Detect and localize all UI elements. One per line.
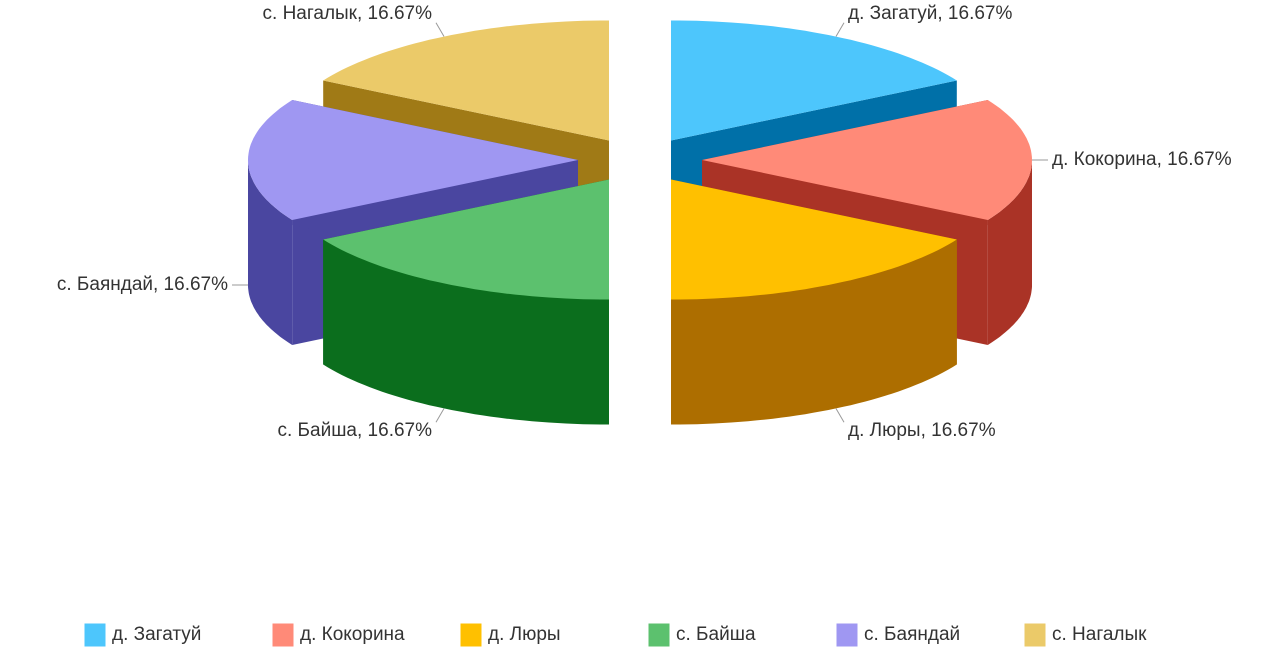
- slice-outer-wall: [987, 160, 1032, 345]
- slice-outer-wall: [248, 160, 293, 345]
- data-label: д. Люры, 16.67%: [848, 420, 996, 441]
- legend-label: с. Байша: [676, 624, 756, 645]
- slice: [671, 179, 957, 425]
- slice-top: [323, 20, 609, 141]
- data-label: с. Нагалык, 16.67%: [263, 3, 433, 24]
- slice-outer-wall: [323, 239, 609, 425]
- slice-top: [323, 179, 609, 300]
- data-label: д. Загатуй, 16.67%: [848, 3, 1012, 24]
- legend-swatch: [1023, 622, 1047, 648]
- legend-swatch: [835, 622, 859, 648]
- slice-top: [671, 179, 957, 300]
- label-leader: [435, 22, 445, 37]
- label-leader: [835, 408, 845, 423]
- legend-swatch: [83, 622, 107, 648]
- slice: [323, 179, 609, 425]
- legend-swatch: [647, 622, 671, 648]
- legend-swatch: [271, 622, 295, 648]
- label-leader: [835, 22, 845, 37]
- legend-label: д. Загатуй: [112, 624, 201, 645]
- legend-label: с. Нагалык: [1052, 624, 1147, 645]
- data-label: с. Байша, 16.67%: [277, 420, 432, 441]
- slice-top: [702, 100, 1032, 220]
- data-label: д. Кокорина, 16.67%: [1052, 149, 1232, 170]
- data-label: с. Баяндай, 16.67%: [57, 274, 228, 295]
- legend-label: с. Баяндай: [864, 624, 960, 645]
- legend-label: д. Люры: [488, 624, 561, 645]
- legend-swatch: [459, 622, 483, 648]
- slice-outer-wall: [671, 239, 957, 425]
- label-leader: [435, 408, 445, 423]
- slice-top: [248, 100, 578, 220]
- legend-label: д. Кокорина: [300, 624, 405, 645]
- slice-top: [671, 20, 957, 141]
